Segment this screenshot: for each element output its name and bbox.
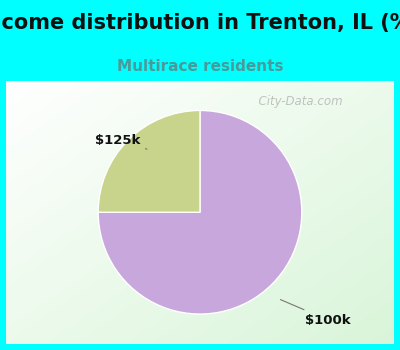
Text: Income distribution in Trenton, IL (%): Income distribution in Trenton, IL (%): [0, 13, 400, 33]
Text: City-Data.com: City-Data.com: [251, 95, 343, 108]
Text: Multirace residents: Multirace residents: [117, 58, 283, 74]
Wedge shape: [98, 111, 200, 212]
Text: $125k: $125k: [95, 134, 147, 149]
Wedge shape: [98, 111, 302, 314]
Text: $100k: $100k: [280, 300, 351, 327]
